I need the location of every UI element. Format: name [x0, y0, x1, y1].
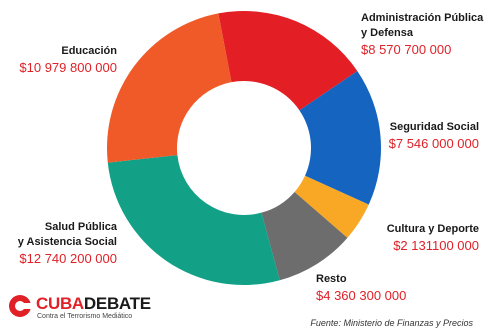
label-resto: Resto $4 360 300 000	[316, 272, 406, 303]
slice-label-salud-line1: Salud Pública	[44, 221, 117, 233]
label-seguridad-social: Seguridad Social $7 546 000 000	[389, 120, 479, 151]
slice-cultura-deporte	[294, 175, 369, 238]
slice-salud-publica	[107, 155, 280, 286]
slice-value-seguridad-social: $7 546 000 000	[388, 136, 479, 151]
slice-value-resto: $4 360 300 000	[316, 288, 407, 303]
slice-label-administracion-line1: Administración Pública	[361, 12, 484, 24]
logo-mark-icon	[9, 295, 32, 317]
slice-value-cultura-deporte: $2 131100 000	[393, 238, 479, 253]
logo-wordmark-debate: DEBATE	[83, 294, 151, 313]
source-note: Fuente: Ministerio de Finanzas y Precios	[310, 318, 473, 328]
label-administracion: Administración Pública y Defensa $8 570 …	[361, 11, 483, 57]
slice-label-cultura-deporte: Cultura y Deporte	[386, 223, 479, 235]
label-salud-publica: Salud Pública y Asistencia Social $12 74…	[18, 220, 117, 266]
slice-label-salud-line2: y Asistencia Social	[17, 236, 117, 248]
logo-wordmark: CUBADEBATE	[36, 294, 151, 314]
logo-tagline: Contra el Terrorismo Mediático	[37, 313, 133, 320]
label-educacion: Educación $10 979 800 000	[19, 44, 117, 75]
slice-educacion	[106, 13, 232, 163]
slice-administracion	[218, 11, 358, 111]
slice-value-administracion: $8 570 700 000	[361, 42, 452, 57]
label-cultura-deporte: Cultura y Deporte $2 131100 000	[387, 222, 479, 253]
slice-label-educacion: Educación	[61, 45, 117, 57]
cubadebate-logo: CUBADEBATE Contra el Terrorismo Mediátic…	[8, 292, 168, 328]
slice-resto	[261, 191, 348, 281]
slice-value-salud: $12 740 200 000	[19, 251, 117, 266]
slice-seguridad-social	[299, 70, 381, 205]
slice-value-educacion: $10 979 800 000	[19, 60, 117, 75]
logo-wordmark-cuba: CUBA	[36, 294, 84, 313]
slice-label-seguridad-social: Seguridad Social	[389, 121, 479, 133]
slice-label-administracion-line2: y Defensa	[361, 27, 413, 39]
slice-label-resto: Resto	[316, 273, 347, 285]
